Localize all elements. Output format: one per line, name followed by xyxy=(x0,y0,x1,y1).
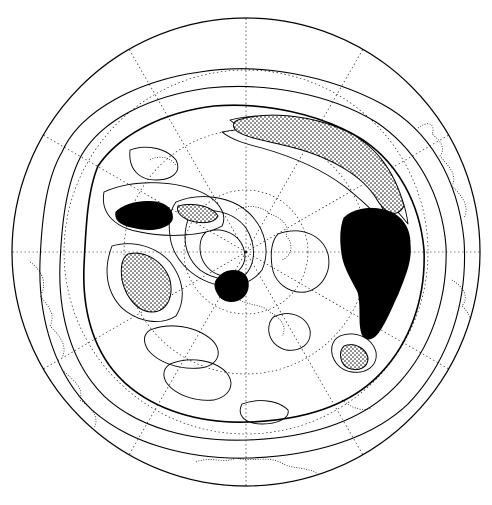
coastlines xyxy=(29,123,471,475)
solid-region-center xyxy=(214,270,249,302)
stippled-regions xyxy=(120,114,405,371)
map-boundary-circle xyxy=(11,17,481,487)
solid-regions xyxy=(115,201,411,340)
solid-region-right xyxy=(340,207,411,340)
solid-region-left xyxy=(115,201,173,231)
